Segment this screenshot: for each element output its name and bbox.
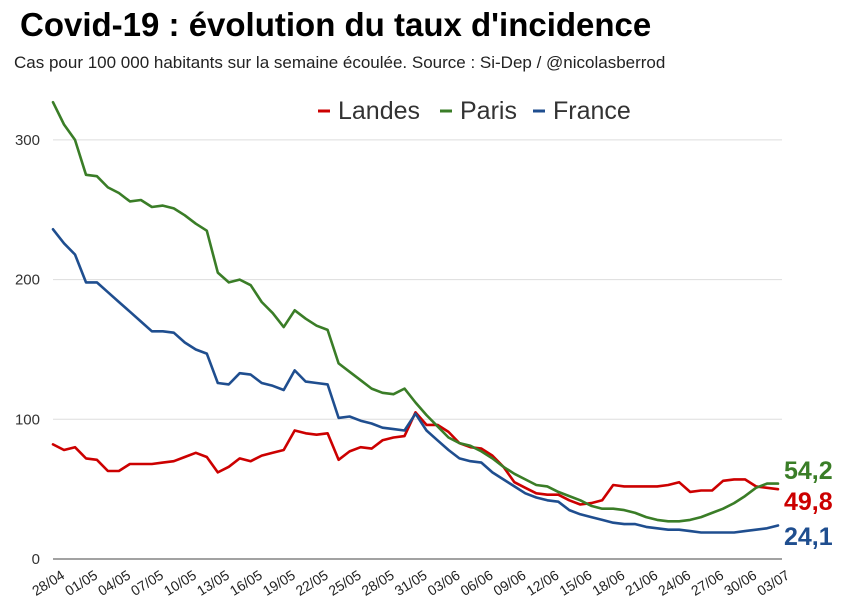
y-tick-label: 200	[15, 272, 40, 289]
x-tick-label: 12/06	[523, 567, 561, 599]
x-tick-label: 06/06	[457, 567, 495, 599]
x-tick-label: 03/06	[425, 567, 463, 599]
x-tick-label: 31/05	[392, 567, 430, 599]
chart-subtitle: Cas pour 100 000 habitants sur la semain…	[14, 53, 666, 72]
series-lines	[51, 100, 780, 534]
x-tick-label: 16/05	[227, 567, 265, 599]
x-tick-label: 10/05	[161, 567, 199, 599]
end-label-landes: 49,8	[784, 488, 833, 516]
x-axis: 28/0401/0504/0507/0510/0513/0516/0519/05…	[29, 567, 792, 599]
y-axis: 0 100 200 300	[15, 132, 40, 568]
x-tick-label: 25/05	[326, 567, 364, 599]
end-label-paris: 54,2	[784, 457, 833, 485]
x-tick-label: 21/06	[622, 567, 660, 599]
x-tick-label: 15/06	[556, 567, 594, 599]
x-tick-label: 22/05	[293, 567, 331, 599]
x-tick-label: 04/05	[95, 567, 133, 599]
legend: Landes Paris France	[318, 97, 631, 125]
end-label-france: 24,1	[784, 523, 833, 551]
x-tick-label: 18/06	[589, 567, 627, 599]
series-line-paris	[51, 100, 780, 523]
x-tick-label: 07/05	[128, 567, 166, 599]
series-line-france	[51, 228, 780, 534]
x-tick-label: 30/06	[721, 567, 759, 599]
x-tick-label: 13/05	[194, 567, 232, 599]
x-tick-label: 27/06	[688, 567, 726, 599]
x-tick-label: 01/05	[62, 567, 100, 599]
x-tick-label: 28/05	[359, 567, 397, 599]
gridlines	[53, 139, 782, 560]
x-tick-label: 28/04	[29, 567, 67, 599]
y-tick-label: 100	[15, 411, 40, 428]
legend-label-landes: Landes	[338, 97, 420, 125]
x-tick-label: 09/06	[490, 567, 528, 599]
x-tick-label: 19/05	[260, 567, 298, 599]
end-labels: 49,8 54,2 24,1	[784, 457, 833, 551]
legend-label-france: France	[553, 97, 631, 125]
x-tick-label: 24/06	[655, 567, 693, 599]
chart-title: Covid-19 : évolution du taux d'incidence	[20, 6, 652, 43]
x-tick-label: 03/07	[754, 567, 792, 599]
y-tick-label: 0	[32, 551, 40, 568]
legend-label-paris: Paris	[460, 97, 517, 125]
series-line-landes	[51, 410, 780, 506]
y-tick-label: 300	[15, 132, 40, 149]
